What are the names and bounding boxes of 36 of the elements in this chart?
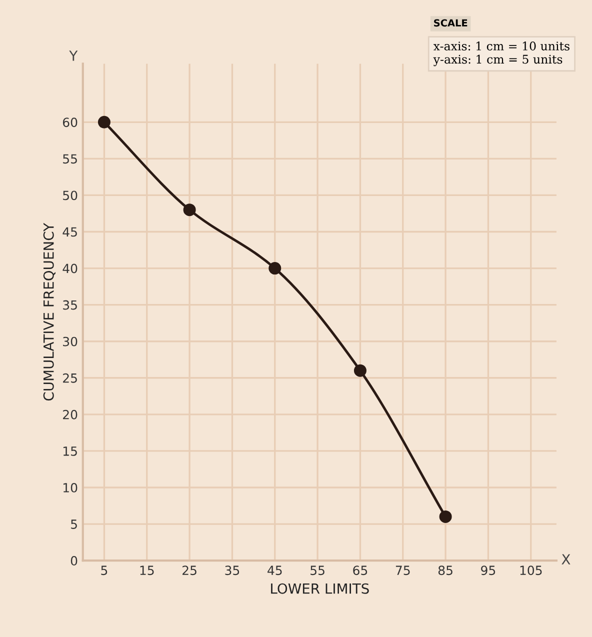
x-tick-label: 35	[225, 566, 240, 576]
y-tick-label: 5	[71, 520, 77, 529]
x-tick-label: 45	[268, 566, 282, 576]
x-tick-label: 15	[140, 566, 154, 576]
y-tick-label: 55	[63, 154, 77, 164]
y-tick-label: 35	[63, 300, 77, 310]
y-tick-label: 10	[63, 482, 78, 492]
annotation: y-axis: 1 cm = 5 units	[433, 54, 562, 66]
y-tick-label: 50	[63, 190, 78, 200]
y-tick-label: 15	[63, 446, 77, 456]
x-tick-label: 65	[353, 566, 368, 576]
x-tick-label: 95	[481, 566, 496, 576]
x-tick-label: 75	[396, 566, 410, 576]
y-tick-label: 30	[63, 336, 78, 346]
y-tick-label: 20	[63, 410, 78, 420]
y-tick-label: 25	[63, 373, 77, 383]
point	[354, 364, 366, 377]
x-tick-label: 105	[520, 566, 542, 576]
x-tick-label: 5	[101, 566, 108, 576]
text: SCALE	[434, 19, 468, 27]
point	[439, 510, 452, 523]
text: Y	[69, 50, 78, 61]
y-tick-label: 45	[62, 227, 77, 237]
y-axis-title: CUMULATIVE FREQUENCY	[43, 222, 56, 401]
x-tick-label: 85	[438, 566, 452, 576]
x-tick-label: 55	[310, 566, 324, 576]
y-tick-label: 60	[62, 118, 78, 128]
y-tick-label: 40	[62, 264, 78, 274]
point	[183, 204, 196, 216]
point	[268, 262, 282, 275]
y-tick-label: 0	[70, 556, 78, 566]
text: X	[562, 554, 570, 564]
x-axis-title: LOWER LIMITS	[271, 583, 369, 594]
text: x-axis: 1 cm = 10 units	[433, 42, 570, 50]
point	[98, 116, 110, 128]
x-tick-label: 25	[182, 566, 196, 576]
